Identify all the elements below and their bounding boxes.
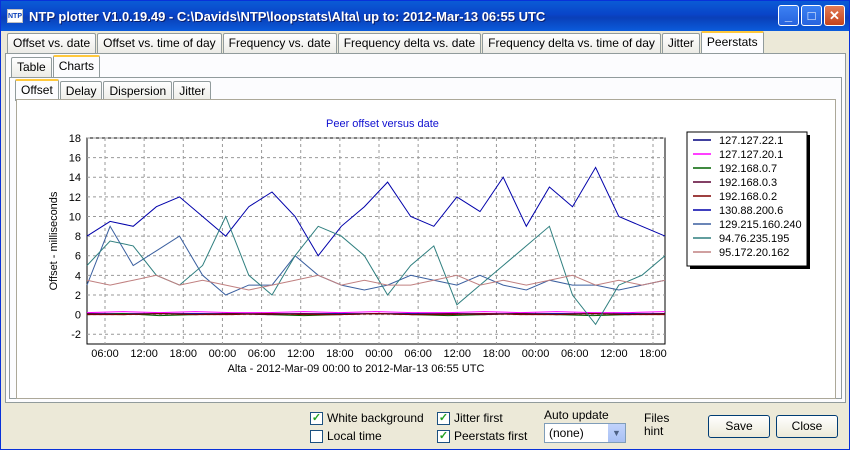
x-tick-label: 18:00 (483, 348, 511, 360)
auto-update-select[interactable]: (none) ▼ (544, 423, 626, 443)
chart-tab-bar: Offset Delay Dispersion Jitter (15, 79, 212, 101)
files-hint: Files hint (644, 411, 670, 438)
y-tick-label: 12 (69, 192, 81, 204)
x-tick-label: 18:00 (170, 348, 198, 360)
y-tick-label: 10 (69, 211, 81, 223)
legend-entry: 192.168.0.3 (719, 177, 777, 189)
jitter-first-check-icon[interactable]: ✓ (437, 411, 450, 425)
chart-tab-2[interactable]: Dispersion (103, 81, 173, 101)
ntp-app-icon[interactable]: NTP (7, 9, 23, 23)
sub-tab-0[interactable]: Table (11, 57, 52, 77)
legend-entry: 127.127.22.1 (719, 135, 783, 147)
y-tick-label: 16 (69, 153, 81, 165)
main-tab-0[interactable]: Offset vs. date (7, 33, 97, 53)
main-tab-1[interactable]: Offset vs. time of day (97, 33, 222, 53)
x-tick-label: 06:00 (248, 348, 276, 360)
jitter-first-checkbox[interactable]: ✓ Jitter first (437, 411, 503, 425)
main-tab-6[interactable]: Peerstats (700, 31, 764, 53)
series-line-5 (86, 166, 666, 257)
y-tick-label: 18 (69, 133, 81, 145)
y-axis-label: Offset - milliseconds (48, 191, 60, 290)
y-tick-label: 0 (75, 310, 81, 322)
x-tick-label: 12:00 (130, 348, 158, 360)
y-tick-label: 8 (75, 231, 81, 243)
peerstats-first-check-icon[interactable]: ✓ (437, 429, 450, 443)
save-button[interactable]: Save (708, 415, 770, 438)
auto-update-value: (none) (549, 426, 584, 440)
footer-bar (1, 405, 849, 449)
sub-tab-1[interactable]: Charts (52, 55, 101, 77)
series-line-8 (86, 274, 666, 291)
x-tick-label: 06:00 (91, 348, 119, 360)
main-tab-3[interactable]: Frequency delta vs. date (337, 33, 482, 53)
peerstats-first-checkbox[interactable]: ✓ Peerstats first (437, 429, 527, 443)
chevron-down-icon[interactable]: ▼ (608, 424, 625, 442)
jitter-first-label: Jitter first (454, 411, 503, 425)
y-tick-label: -2 (71, 329, 81, 341)
white-background-label: White background (327, 411, 424, 425)
x-axis-label: Alta - 2012-Mar-09 00:00 to 2012-Mar-13 … (228, 363, 485, 375)
window-title: NTP plotter V1.0.19.49 - C:\Davids\NTP\l… (29, 8, 546, 24)
main-tab-2[interactable]: Frequency vs. date (222, 33, 337, 53)
maximize-icon[interactable]: □ (801, 5, 822, 26)
x-tick-label: 00:00 (209, 348, 237, 360)
legend-entry: 127.127.20.1 (719, 149, 783, 161)
main-tab-bar: Offset vs. date Offset vs. time of day Fre… (7, 31, 765, 53)
legend-entry: 192.168.0.7 (719, 163, 777, 175)
series-line-4 (87, 313, 665, 316)
chart-tab-0[interactable]: Offset (15, 79, 59, 101)
x-tick-label: 18:00 (326, 348, 354, 360)
x-tick-label: 06:00 (404, 348, 432, 360)
y-tick-label: 2 (75, 290, 81, 302)
main-tab-4[interactable]: Frequency delta vs. time of day (482, 33, 661, 53)
x-tick-label: 12:00 (600, 348, 628, 360)
chart-area: Peer offset versus date -2 0 2 4 6 8 10 12 14 16 18… (16, 99, 836, 399)
local-time-check-icon[interactable] (310, 429, 323, 443)
minimize-icon[interactable]: _ (778, 5, 799, 26)
peerstats-first-label: Peerstats first (454, 429, 528, 443)
x-tick-label: 00:00 (522, 348, 550, 360)
local-time-label: Local time (327, 429, 382, 443)
x-tick-label: 06:00 (561, 348, 589, 360)
offset-chart: Peer offset versus date -2 0 2 4 6 8 10 12 14 16 18… (48, 118, 810, 375)
x-tick-label: 12:00 (444, 348, 472, 360)
chart-tab-1[interactable]: Delay (59, 81, 103, 101)
y-tick-label: 6 (75, 251, 81, 263)
white-background-check-icon[interactable]: ✓ (310, 411, 323, 425)
legend-entry: 130.88.200.6 (719, 205, 783, 217)
legend-entry: 95.172.20.162 (719, 247, 789, 259)
x-tick-label: 00:00 (365, 348, 393, 360)
series-line-1 (86, 311, 666, 314)
legend-entry: 192.168.0.2 (719, 191, 777, 203)
y-tick-label: 14 (69, 172, 81, 184)
series-line-7 (86, 215, 666, 326)
x-tick-label: 12:00 (287, 348, 315, 360)
x-tick-label: 18:00 (639, 348, 667, 360)
auto-update-label: Auto update (544, 408, 609, 422)
legend-entry: 129.215.160.240 (719, 219, 802, 231)
chart-tab-3[interactable]: Jitter (173, 81, 212, 101)
sub-tab-bar: Table Charts (11, 55, 101, 77)
white-background-checkbox[interactable]: ✓ White background (310, 411, 424, 425)
local-time-checkbox[interactable]: Local time (310, 429, 382, 443)
close-icon[interactable]: ✕ (824, 5, 845, 26)
close-button[interactable]: Close (776, 415, 838, 438)
y-tick-label: 4 (75, 270, 81, 282)
main-tab-5[interactable]: Jitter (661, 33, 700, 53)
chart-title: Peer offset versus date (326, 118, 439, 130)
legend-entry: 94.76.235.195 (719, 233, 789, 245)
title-bar[interactable]: NTP NTP plotter V1.0.19.49 - C:\Davids\N… (1, 1, 849, 31)
